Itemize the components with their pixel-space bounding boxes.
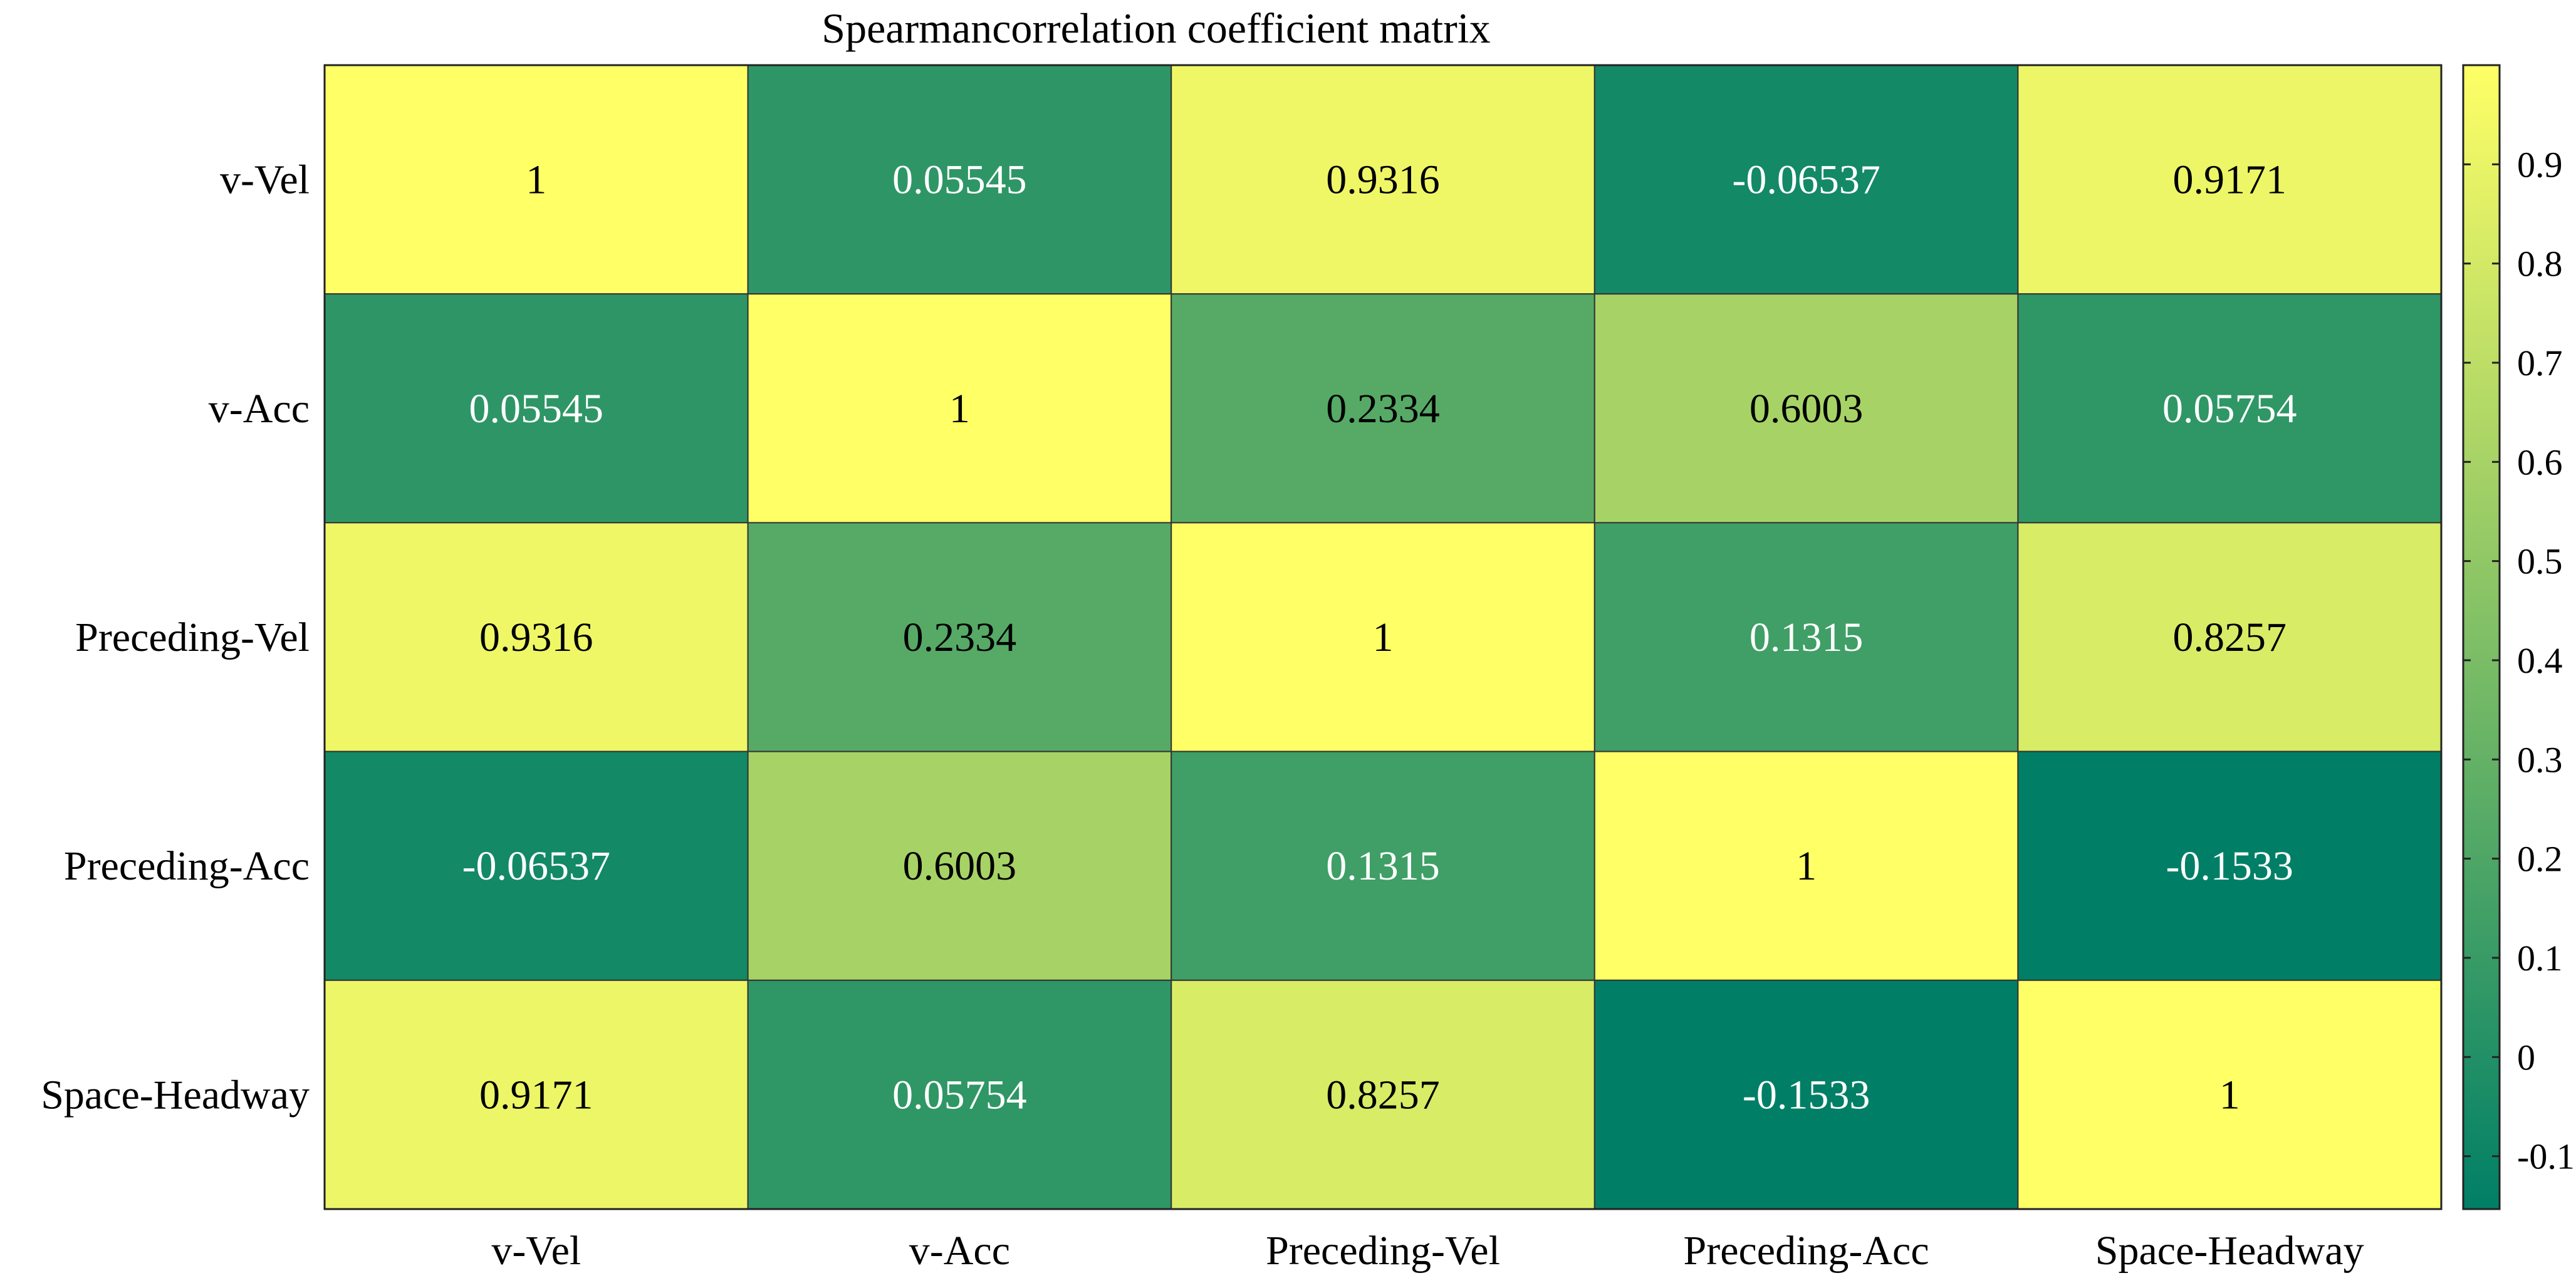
cell-value-label: 0.8257	[1326, 1072, 1440, 1118]
x-tick-label: v-Vel	[491, 1228, 581, 1274]
cell-value-label: -0.1533	[1743, 1072, 1870, 1118]
chart-title: Spearmancorrelation coefficient matrix	[821, 4, 1490, 52]
heatmap-cell-r3-c1	[747, 750, 1172, 981]
colorbar-tick-label: 0.3	[2517, 739, 2563, 780]
x-tick-label: Preceding-Vel	[1266, 1228, 1500, 1274]
cell-value-label: 0.8257	[2172, 615, 2287, 660]
cell-value-label: 1	[949, 386, 970, 432]
colorbar-tick-label: 0.6	[2517, 442, 2563, 482]
heatmap-cell-r4-c4	[2017, 979, 2442, 1210]
colorbar-gradient	[2462, 64, 2501, 1210]
cell-value-label: -0.1533	[2166, 843, 2293, 889]
cell-value-label: 0.2334	[903, 615, 1017, 660]
plot-border	[323, 64, 2443, 1210]
cell-value-label: -0.06537	[462, 843, 610, 889]
y-tick-label: v-Vel	[220, 157, 310, 203]
colorbar-tick-label: -0.1	[2517, 1136, 2575, 1177]
y-tick-label: Space-Headway	[41, 1072, 310, 1118]
heatmap-cells	[323, 64, 2443, 1210]
cell-value-label: 0.1315	[1326, 843, 1440, 889]
cell-value-label: 0.05545	[892, 157, 1027, 203]
colorbar-tick-label: 0.4	[2517, 640, 2563, 681]
x-tick-label: Preceding-Acc	[1684, 1228, 1929, 1274]
colorbar-tick-label: 0.5	[2517, 541, 2563, 582]
heatmap-cell-r1-c4	[2017, 293, 2442, 524]
heatmap-cell-r2-c4	[2017, 522, 2442, 752]
heatmap-cell-r0-c0	[324, 65, 749, 295]
cell-value-label: -0.06537	[1732, 157, 1880, 203]
cell-value-label: 0.9171	[2172, 157, 2287, 203]
colorbar-tick-label: 0.8	[2517, 244, 2563, 284]
heatmap-cell-r0-c4	[2017, 65, 2442, 295]
colorbar-tick-label: 0.2	[2517, 839, 2563, 880]
cell-value-label: 1	[1796, 843, 1817, 889]
heatmap-cell-r4-c1	[747, 979, 1172, 1210]
cell-value-label: 1	[1373, 615, 1394, 660]
cell-value-label: 0.6003	[903, 843, 1017, 889]
x-tick-label: v-Acc	[909, 1228, 1010, 1274]
heatmap-cell-r1-c1	[747, 293, 1172, 524]
colorbar-tick-label: 0	[2517, 1037, 2535, 1078]
colorbar-tick-label: 0.7	[2517, 343, 2563, 383]
cell-value-label: 0.2334	[1326, 386, 1440, 432]
cell-value-label: 0.05754	[892, 1072, 1027, 1118]
heatmap-cell-r2-c3	[1593, 522, 2019, 752]
cell-value-label: 0.9316	[479, 615, 593, 660]
cell-value-label: 0.05545	[469, 386, 604, 432]
x-axis-tick-labels: v-Vel v-Acc Preceding-Vel Preceding-Acc Spac…	[491, 1228, 2364, 1274]
heatmap-cell-r0-c3	[1593, 65, 2019, 295]
heatmap-cell-r0-c1	[747, 65, 1172, 295]
heatmap-cell-r3-c2	[1171, 750, 1595, 981]
cell-value-label: 0.9316	[1326, 157, 1440, 203]
cell-value-label: 0.9171	[479, 1072, 593, 1118]
heatmap-cell-r4-c2	[1171, 979, 1595, 1210]
heatmap-cell-r3-c3	[1593, 750, 2019, 981]
y-tick-label: Preceding-Vel	[75, 615, 310, 660]
y-tick-label: Preceding-Acc	[64, 843, 310, 889]
colorbar-tick-label: 0.1	[2517, 938, 2563, 979]
cell-value-label: 1	[2219, 1072, 2240, 1118]
cell-value-label: 0.6003	[1749, 386, 1864, 432]
y-axis-tick-labels: v-Vel v-Acc Preceding-Vel Preceding-Acc Spac…	[41, 157, 310, 1118]
heatmap-cell-r1-c2	[1171, 293, 1595, 524]
heatmap-cell-r2-c1	[747, 522, 1172, 752]
colorbar-tick-label: 0.9	[2517, 144, 2563, 185]
y-tick-label: v-Acc	[209, 386, 310, 432]
heatmap-cell-labels: 1 0.05545 0.9316 -0.06537 0.9171 0.05545 1 0.23…	[462, 157, 2297, 1118]
colorbar: -0.1 0 0.1 0.2 0.3 0.4 0.5 0.6 0.7 0.8 0.9	[2462, 64, 2575, 1210]
heatmap-cell-r4-c0	[324, 979, 749, 1210]
x-tick-label: Space-Headway	[2095, 1228, 2364, 1274]
heatmap-cell-r2-c2	[1171, 522, 1595, 752]
cell-value-label: 0.05754	[2162, 386, 2297, 432]
cell-value-label: 1	[526, 157, 546, 203]
heatmap-cell-r1-c0	[324, 293, 749, 524]
heatmap-cell-r3-c4	[2017, 750, 2442, 981]
cell-value-label: 0.1315	[1749, 615, 1864, 660]
